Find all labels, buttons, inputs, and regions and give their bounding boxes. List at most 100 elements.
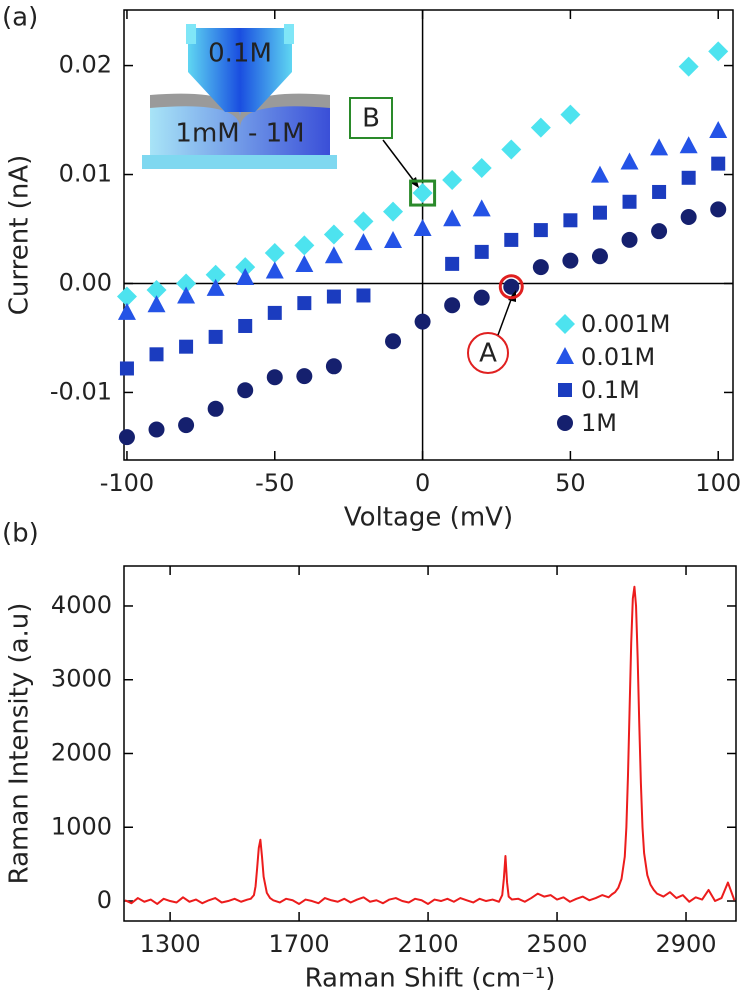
x-tick-label: -100 — [100, 469, 154, 497]
point — [442, 169, 463, 190]
point — [413, 219, 432, 237]
point — [266, 369, 283, 386]
point — [149, 347, 164, 362]
point — [678, 56, 699, 77]
x-tick-label: -50 — [255, 469, 294, 497]
y-axis-label: Current (nA) — [5, 155, 35, 315]
highlight — [498, 274, 524, 300]
point — [412, 183, 433, 204]
y-tick-label: 0 — [97, 886, 112, 914]
pipette-rim — [186, 24, 196, 44]
chart: (b) 1300 1700 2100 2500 2900 0 1000 2000 3000 4000… — [2, 519, 737, 994]
point — [325, 358, 342, 375]
legend-marker — [556, 347, 574, 364]
x-tick-label: 1700 — [269, 930, 330, 958]
point — [236, 268, 255, 286]
point — [472, 199, 491, 217]
annotation: A — [479, 339, 497, 369]
y-tick-label: 0.00 — [59, 268, 112, 296]
point — [501, 139, 522, 160]
point — [471, 157, 492, 178]
point — [563, 213, 578, 228]
point — [650, 138, 669, 156]
annotation-frame — [467, 332, 509, 374]
point — [532, 259, 549, 276]
x-tick-label: 1300 — [140, 930, 201, 958]
x-tick-label: 50 — [555, 469, 586, 497]
point — [116, 286, 137, 307]
legend-marker — [557, 415, 573, 431]
point — [443, 209, 462, 227]
x-tick-label: 100 — [695, 469, 740, 497]
point — [297, 296, 312, 311]
point — [385, 333, 402, 350]
point — [326, 289, 341, 304]
membrane — [150, 93, 330, 128]
point — [652, 184, 667, 199]
point — [560, 104, 581, 125]
point — [708, 41, 729, 62]
x-tick-label: 2100 — [398, 930, 459, 958]
point — [119, 361, 134, 376]
point — [177, 286, 196, 304]
point — [235, 257, 256, 278]
point — [592, 205, 607, 220]
point — [265, 261, 284, 279]
x-tick-label: 2900 — [655, 930, 716, 958]
y-tick-label: 0.01 — [59, 160, 112, 188]
point — [296, 368, 313, 385]
point — [533, 223, 548, 238]
point — [205, 264, 226, 285]
point — [709, 120, 728, 138]
point — [178, 417, 195, 434]
point — [206, 278, 225, 296]
point — [207, 400, 224, 417]
annotation: B — [362, 104, 380, 134]
legend-label: 0.01M — [581, 343, 655, 371]
point — [383, 201, 404, 222]
chart: (a) -100 -50 0 50 100 -0.01 0.00 0.01 0.02 Voltage… — [2, 3, 740, 533]
legend-label: 1M — [581, 409, 617, 437]
point — [620, 152, 639, 170]
point — [294, 235, 315, 256]
point — [384, 230, 403, 248]
legend-marker — [558, 383, 572, 397]
point — [445, 256, 460, 271]
line — [124, 585, 736, 905]
x-tick-label: 2500 — [527, 930, 588, 958]
x-tick-label: 0 — [415, 469, 430, 497]
point — [147, 295, 166, 313]
point — [530, 117, 551, 138]
point — [590, 165, 609, 183]
x-axis-label: Voltage (mV) — [344, 503, 513, 533]
plot-frame — [123, 565, 737, 922]
point — [146, 280, 167, 301]
point — [323, 224, 344, 245]
panel-label: (a) — [2, 3, 38, 33]
point — [295, 254, 314, 272]
panel-label: (b) — [2, 519, 39, 549]
point — [680, 209, 697, 226]
y-tick-label: 2000 — [51, 738, 112, 766]
point — [238, 318, 253, 333]
inset-label: 0.1M — [208, 39, 272, 69]
point — [711, 156, 726, 171]
point — [237, 382, 254, 399]
legend-label: 0.1M — [581, 376, 640, 404]
point — [562, 252, 579, 269]
legend-label: 0.001M — [581, 310, 670, 338]
point — [176, 273, 197, 294]
point — [504, 232, 519, 247]
point — [591, 248, 608, 265]
point — [324, 246, 343, 264]
point — [679, 136, 698, 154]
point — [474, 244, 489, 259]
annotations: A B — [349, 97, 516, 374]
y-tick-label: -0.01 — [50, 377, 112, 405]
legend-marker — [555, 314, 575, 334]
point — [148, 421, 165, 438]
point — [179, 339, 194, 354]
point — [444, 297, 461, 314]
y-axis-label: Raman Intensity (a.u) — [5, 603, 35, 885]
